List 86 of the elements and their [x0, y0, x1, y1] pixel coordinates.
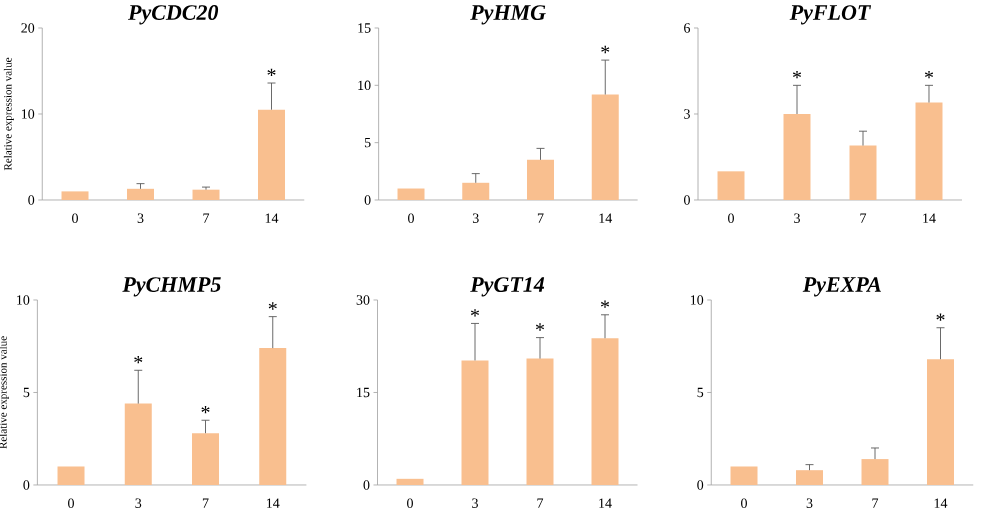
x-tick-label: 14	[934, 498, 948, 508]
bar	[258, 109, 286, 200]
y-tick-label: 0	[364, 195, 371, 205]
x-tick-label: 0	[68, 498, 74, 508]
x-tick-label: 14	[599, 213, 613, 223]
bar	[730, 466, 758, 485]
y-tick-label: 10	[690, 295, 704, 305]
x-tick-label: 3	[135, 498, 142, 508]
y-tick-label: 6	[684, 23, 691, 33]
x-tick-label: 3	[794, 213, 800, 223]
x-tick-label: 3	[472, 213, 479, 223]
chart-title: PyEXPA	[802, 277, 881, 297]
bar	[462, 182, 490, 200]
y-tick-label: 5	[23, 387, 30, 398]
x-tick-label: 0	[408, 213, 414, 223]
annotation: *	[201, 405, 210, 414]
x-tick-label: 14	[923, 213, 936, 223]
bar	[461, 360, 489, 485]
annotation: *	[470, 309, 480, 317]
x-tick-label: 3	[806, 498, 813, 508]
bar	[124, 403, 152, 485]
bar	[591, 94, 619, 200]
chart-title: PyCDC20	[128, 5, 219, 25]
y-axis-title: Relative expression value	[0, 336, 9, 449]
x-tick-label: 7	[203, 213, 210, 223]
x-tick-label: 0	[741, 498, 747, 508]
y-tick-label: 10	[21, 109, 35, 119]
bar	[591, 338, 619, 485]
annotation: *	[792, 71, 802, 79]
annotation: *	[134, 355, 143, 364]
x-tick-label: 7	[860, 213, 867, 223]
y-tick-label: 10	[358, 80, 371, 91]
y-tick-label: 0	[363, 480, 370, 490]
y-tick-label: 10	[17, 295, 30, 305]
annotation: *	[600, 300, 610, 308]
bar	[796, 470, 823, 485]
y-tick-label: 5	[697, 387, 704, 398]
bar	[61, 191, 89, 200]
y-tick-label: 30	[356, 295, 370, 305]
bar	[783, 113, 811, 200]
x-tick-label: 7	[872, 498, 879, 508]
chart-title: PyGT14	[470, 277, 545, 297]
chart-title: PyCHMP5	[122, 277, 221, 297]
x-tick-label: 3	[472, 498, 478, 508]
annotation: *	[535, 323, 545, 331]
annotation: *	[268, 302, 277, 310]
y-tick-label: 0	[28, 195, 35, 205]
bar	[127, 188, 155, 200]
y-axis-title: Relative expression value	[3, 57, 14, 171]
chart-title: PyFLOT	[789, 5, 872, 25]
x-tick-label: 3	[137, 213, 144, 223]
bar	[526, 358, 554, 485]
bar	[259, 348, 287, 485]
x-tick-label: 14	[599, 498, 612, 508]
x-tick-label: 0	[728, 213, 734, 223]
y-tick-label: 0	[23, 480, 30, 490]
bar	[915, 102, 943, 200]
bar	[397, 188, 425, 200]
y-tick-label: 20	[21, 23, 35, 33]
bar	[849, 145, 877, 200]
x-tick-label: 0	[407, 498, 413, 508]
annotation: *	[924, 71, 934, 79]
x-tick-label: 0	[72, 213, 78, 223]
x-tick-label: 7	[202, 498, 209, 508]
x-tick-label: 14	[266, 498, 280, 508]
x-tick-label: 7	[537, 213, 544, 223]
y-tick-label: 3	[684, 109, 690, 119]
bar	[57, 466, 85, 485]
x-tick-label: 14	[265, 213, 279, 223]
bar	[717, 171, 745, 200]
annotation: *	[267, 68, 276, 77]
bar	[192, 189, 220, 200]
y-tick-label: 15	[358, 23, 371, 33]
bar	[527, 159, 554, 200]
x-tick-label: 7	[537, 498, 544, 508]
annotation: *	[601, 45, 610, 54]
y-tick-label: 0	[684, 195, 690, 205]
annotation: *	[936, 313, 945, 321]
bar	[396, 478, 424, 485]
bar	[927, 359, 954, 485]
bar	[861, 459, 889, 485]
y-tick-label: 15	[357, 387, 370, 398]
bar	[192, 433, 220, 485]
y-tick-label: 0	[697, 480, 704, 490]
chart-title: PyHMG	[470, 5, 546, 25]
y-tick-label: 5	[364, 138, 371, 148]
